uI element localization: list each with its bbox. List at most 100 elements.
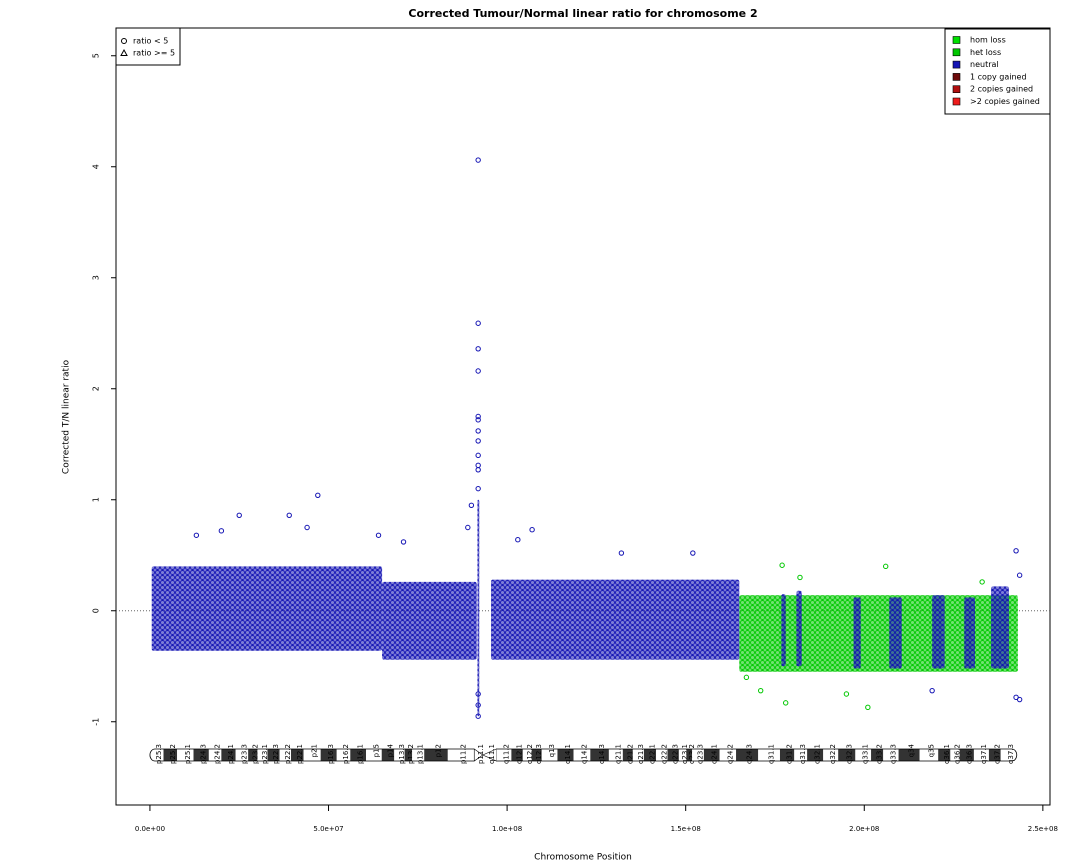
data-point	[883, 563, 889, 570]
legend-symbol	[121, 38, 127, 44]
band-label: q21.1	[614, 744, 622, 764]
band-label: q22.1	[648, 744, 656, 764]
ideogram-band	[350, 749, 367, 761]
y-tick-label: 5	[92, 53, 101, 58]
ideogram-band	[248, 749, 258, 761]
band-label: q31.3	[799, 744, 807, 764]
legend-label: 2 copies gained	[970, 85, 1033, 94]
legend-box	[944, 28, 1051, 115]
band-label: q37.1	[980, 744, 988, 764]
band-label: p22.2	[284, 744, 292, 764]
band-label: q33.2	[876, 744, 884, 764]
data-point	[475, 320, 481, 326]
data-point	[779, 562, 785, 568]
ideogram-band	[938, 749, 951, 761]
ideogram-band	[779, 749, 795, 761]
point-cloud	[382, 581, 477, 660]
data-point	[286, 512, 292, 518]
band-label: q32.2	[829, 744, 837, 764]
ideogram-band	[496, 749, 512, 761]
band-label: q32.1	[814, 744, 822, 764]
ideogram-band	[163, 749, 178, 761]
point-cloud	[491, 579, 740, 660]
band-label: q31.1	[768, 744, 776, 764]
ideogram-band	[678, 749, 687, 761]
band-label: p16.1	[357, 744, 365, 764]
band-label: q37.2	[993, 744, 1001, 764]
band-label: p11.2	[460, 744, 468, 764]
band-label: p13.1	[417, 744, 425, 764]
ideogram-band	[541, 749, 558, 761]
ideogram-band	[573, 749, 591, 761]
y-tick-label: 2	[92, 386, 101, 391]
point-cloud	[932, 595, 945, 669]
y-axis-title: Corrected T/N linear ratio	[62, 359, 72, 474]
band-label: q31.2	[786, 744, 794, 764]
ideogram-band	[898, 749, 920, 761]
ideogram-band	[366, 749, 382, 761]
chart-title: Corrected Tumour/Normal linear ratio for…	[408, 7, 757, 20]
data-point	[515, 537, 521, 543]
band-label: p25.1	[184, 744, 192, 764]
y-tick-label: 1	[92, 497, 101, 502]
ideogram-band	[557, 749, 574, 761]
ideogram-band	[424, 749, 448, 761]
data-point	[782, 700, 789, 706]
band-label: q14.3	[598, 744, 606, 764]
data-point	[690, 550, 696, 556]
data-point	[1016, 572, 1023, 578]
ideogram-band	[950, 749, 960, 761]
ideogram-band	[959, 749, 974, 761]
ideogram-band	[303, 749, 321, 761]
ideogram-band	[988, 749, 1001, 761]
data-point	[797, 574, 803, 581]
band-label: p16.2	[342, 744, 350, 764]
legend-box	[115, 27, 181, 66]
band-label: p23.1	[261, 744, 269, 764]
band-label: q36.3	[965, 744, 973, 764]
ideogram-band	[608, 749, 623, 761]
band-label: q32.3	[845, 744, 853, 764]
ideogram-band	[1000, 749, 1017, 761]
x-axis-title: Chromosome Position	[534, 853, 632, 863]
band-label: q24.2	[726, 744, 734, 764]
legend-swatch	[952, 97, 961, 106]
data-point	[475, 485, 481, 492]
ideogram-band	[758, 749, 780, 761]
ideogram-band	[667, 749, 679, 761]
legend-swatch	[952, 48, 961, 57]
ideogram-band	[703, 749, 720, 761]
ideogram-band	[919, 749, 939, 761]
legend-swatch	[952, 73, 961, 81]
y-tick-label: 0	[92, 608, 101, 613]
ideogram-band	[622, 749, 633, 761]
ideogram-band	[149, 749, 164, 761]
band-label: q14.1	[564, 744, 572, 764]
data-point	[757, 687, 764, 694]
ideogram-band	[279, 749, 292, 761]
band-label: p24.2	[214, 744, 222, 764]
band-label: q21.3	[637, 744, 645, 764]
ideogram-band	[404, 749, 413, 761]
point-cloud	[739, 595, 1018, 672]
band-label: p25.2	[169, 744, 177, 764]
data-point	[1016, 696, 1023, 703]
band-label: q21.2	[626, 744, 634, 764]
x-tick-label: 2.0e+08	[849, 825, 879, 833]
band-label: q12.2	[526, 744, 534, 764]
ideogram-band	[177, 749, 194, 761]
data-point	[529, 527, 535, 533]
ideogram-band	[412, 749, 425, 761]
ideogram-band	[235, 749, 249, 761]
data-point	[1013, 548, 1019, 554]
band-label: q14.2	[580, 744, 588, 764]
data-point	[304, 524, 310, 531]
band-label: q23.1	[681, 744, 689, 764]
ideogram-band	[656, 749, 668, 761]
band-label: p12	[435, 744, 443, 757]
point-cloud	[151, 566, 383, 651]
band-label: p22.3	[272, 744, 280, 764]
ideogram-band	[871, 749, 884, 761]
data-point	[475, 691, 481, 697]
ideogram-band	[692, 749, 704, 761]
